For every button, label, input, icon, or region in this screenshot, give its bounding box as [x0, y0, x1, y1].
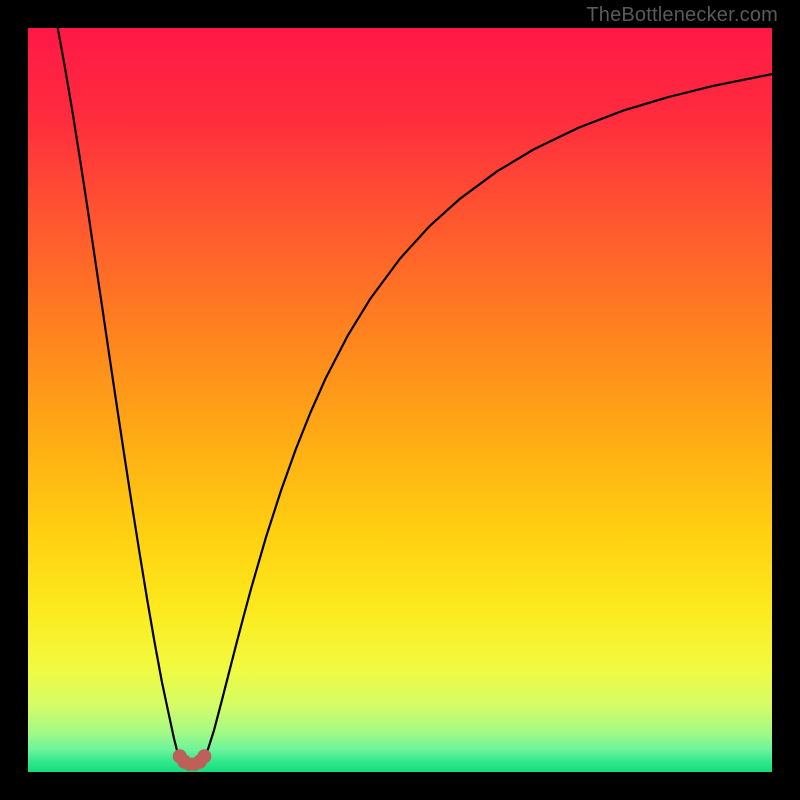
watermark-label: TheBottlenecker.com [586, 4, 778, 27]
valley-node [197, 749, 211, 763]
plot-area [28, 28, 772, 772]
gradient-background [28, 28, 772, 772]
bottleneck-curve-chart [28, 28, 772, 772]
chart-frame: TheBottlenecker.com [0, 0, 800, 800]
